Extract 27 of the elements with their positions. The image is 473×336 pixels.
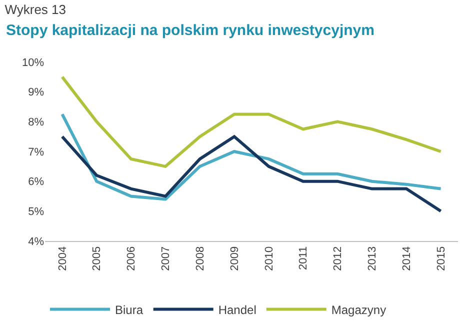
y-tick-label: 6% [28, 176, 44, 188]
y-tick-label: 7% [28, 146, 44, 158]
y-tick-label: 5% [28, 206, 44, 218]
x-tick-label: 2007 [160, 246, 172, 271]
x-tick-label: 2011 [298, 246, 310, 270]
x-tick-label: 2005 [91, 246, 104, 271]
line-series [60, 75, 442, 168]
legend-label: Biura [115, 302, 144, 317]
x-tick-label: 2015 [435, 246, 448, 271]
legend-label: Handel [218, 302, 256, 317]
y-tick-label: 8% [28, 116, 44, 129]
x-tick-label: 2008 [194, 246, 206, 271]
x-tick-label: 2014 [400, 246, 413, 271]
x-tick-label: 2004 [56, 246, 69, 271]
y-tick-label: 9% [28, 86, 44, 99]
x-tick-label: 2009 [228, 246, 241, 271]
chart-title: Wykres 13 [4, 2, 66, 18]
x-tick-label: 2006 [126, 246, 138, 271]
x-tick-label: 2010 [263, 246, 276, 271]
chart-subtitle: Stopy kapitalizacji na polskim rynku inwestycyjnym [6, 22, 374, 39]
line-series [60, 112, 442, 201]
x-tick-label: 2012 [332, 246, 344, 271]
line-series [60, 135, 442, 213]
legend-label: Magazyny [331, 302, 386, 317]
y-tick-label: 4% [28, 236, 44, 248]
y-tick-label: 10% [22, 56, 44, 69]
x-tick-label: 2013 [366, 246, 379, 271]
